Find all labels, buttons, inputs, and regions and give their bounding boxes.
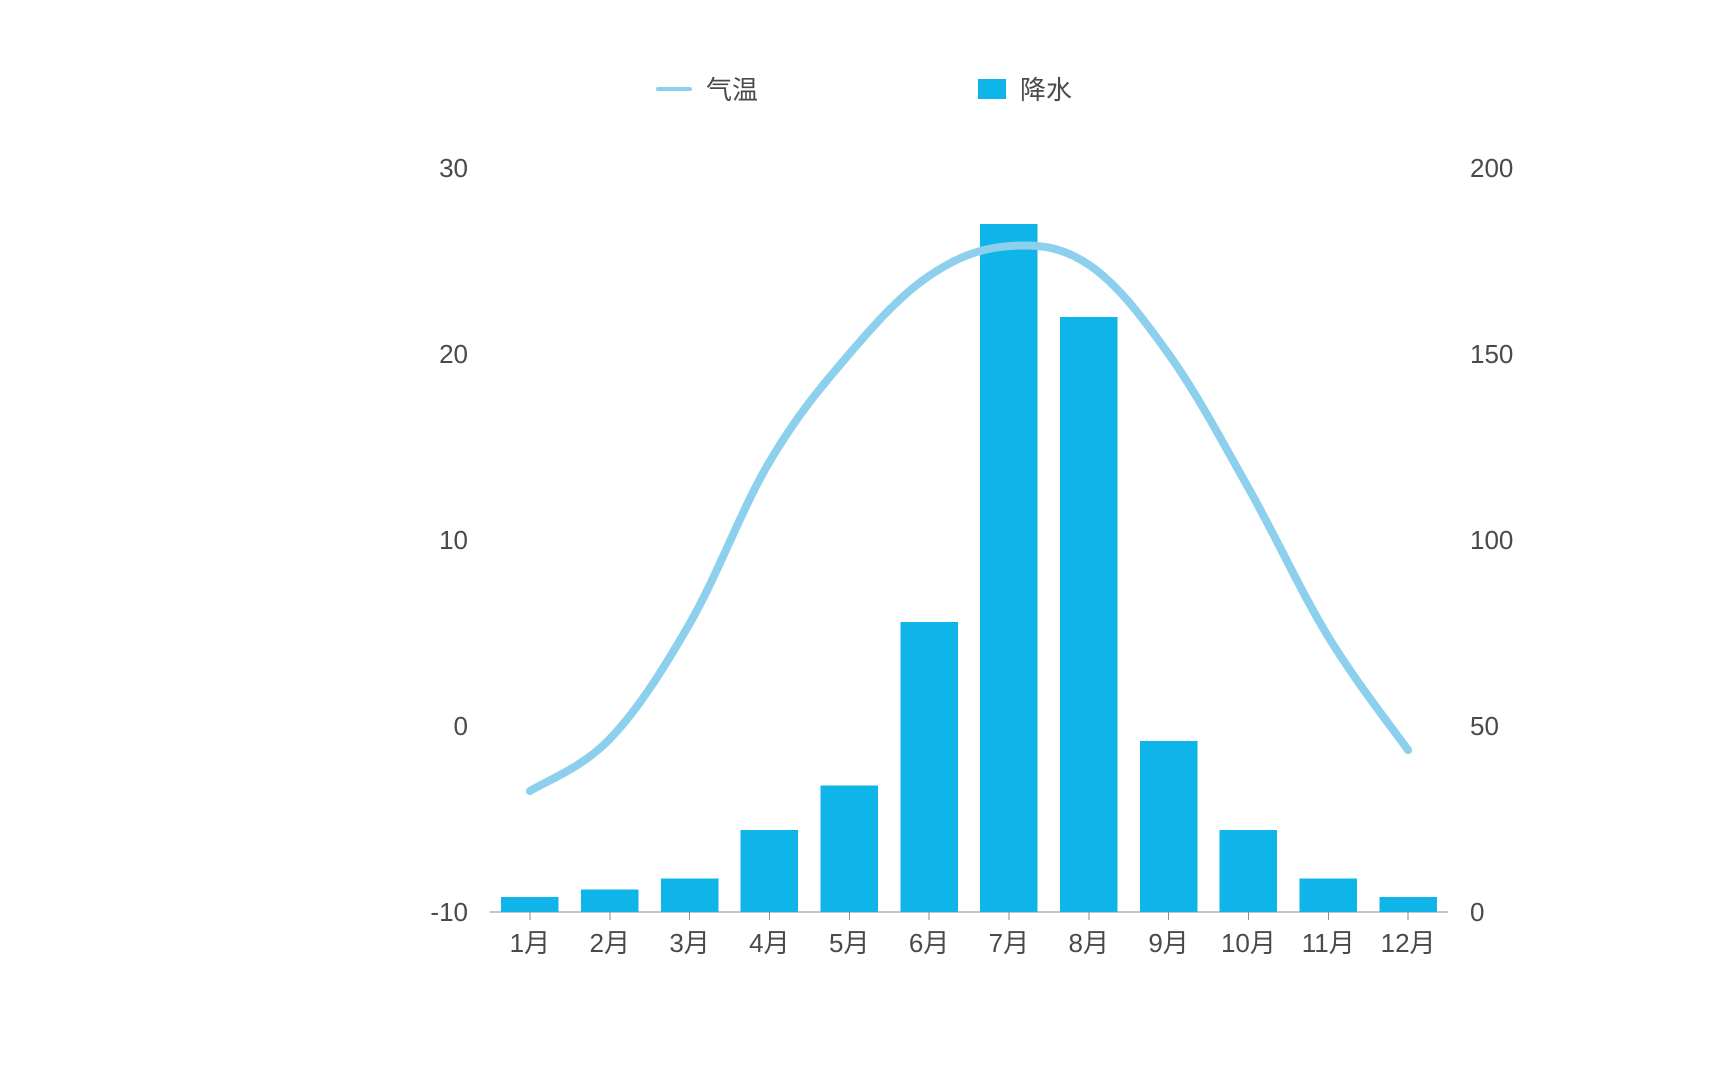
y-left-tick-label: -10 — [430, 897, 468, 927]
bar — [581, 890, 638, 912]
chart-svg: -10 0 10 20 30 0 50 100 150 200 1月 2月 3月 4月 5月 6月 7月 8月 9月… — [0, 0, 1728, 1084]
bar — [661, 879, 718, 912]
bar — [1140, 741, 1197, 912]
bar — [1060, 317, 1117, 912]
y-left-tick-label: 0 — [454, 711, 468, 741]
x-tick-label: 7月 — [989, 928, 1029, 958]
bar — [980, 224, 1037, 912]
y-right-tick-label: 200 — [1470, 153, 1513, 183]
bar — [1220, 830, 1277, 912]
x-tick-label: 6月 — [909, 928, 949, 958]
x-tick-label: 12月 — [1381, 928, 1436, 958]
x-tick-label: 11月 — [1302, 928, 1355, 958]
y-right-tick-label: 0 — [1470, 897, 1484, 927]
y-left-tick-label: 10 — [439, 525, 468, 555]
y-right-tick-label: 150 — [1470, 339, 1513, 369]
y-right-tick-label: 100 — [1470, 525, 1513, 555]
x-tick-label: 5月 — [829, 928, 869, 958]
x-tick-label: 4月 — [749, 928, 789, 958]
x-tick-label: 10月 — [1221, 928, 1276, 958]
y-left-tick-label: 20 — [439, 339, 468, 369]
x-tick-label: 2月 — [590, 928, 630, 958]
x-tick-label: 9月 — [1148, 928, 1188, 958]
y-left-tick-label: 30 — [439, 153, 468, 183]
temperature-line — [530, 245, 1408, 791]
bar — [1300, 879, 1357, 912]
x-tick-label: 8月 — [1069, 928, 1109, 958]
bar — [501, 897, 558, 912]
x-tick-label: 3月 — [669, 928, 709, 958]
y-right-tick-label: 50 — [1470, 711, 1499, 741]
x-tick-label: 1月 — [510, 928, 550, 958]
chart-container: 气温 降水 -1001020300501001502001月2月3月4月5月6月… — [0, 0, 1728, 1084]
bar — [900, 622, 957, 912]
bar — [1379, 897, 1436, 912]
bar — [821, 786, 878, 912]
bar — [741, 830, 798, 912]
